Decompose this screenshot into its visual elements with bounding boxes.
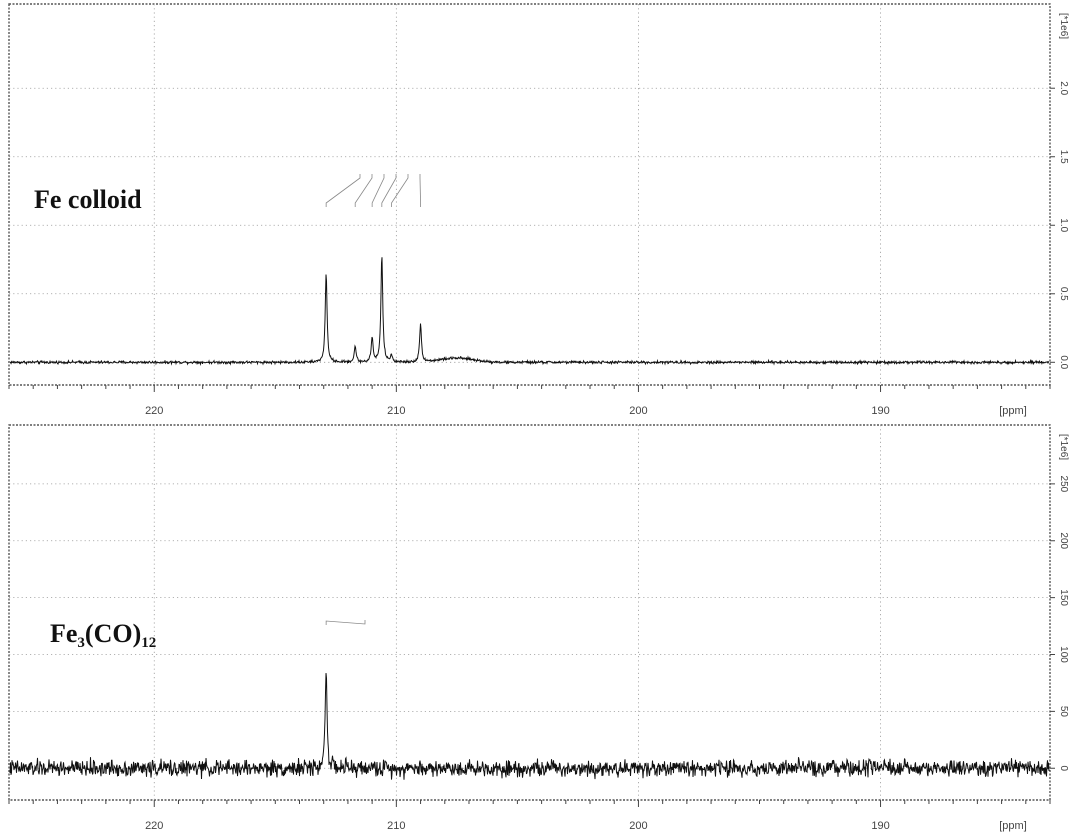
peak-leader-line	[420, 174, 421, 207]
y-tick-label: 0.0	[1058, 355, 1069, 369]
peak-leader-line	[326, 620, 365, 625]
x-tick-label: 220	[145, 405, 163, 417]
y-tick-label: 50	[1058, 706, 1069, 718]
spectrum-trace	[10, 673, 1049, 780]
x-axis-unit-label: [ppm]	[999, 405, 1027, 417]
x-tick-label: 190	[871, 820, 889, 832]
peak-leader-line	[326, 174, 360, 207]
x-axis-unit-label: [ppm]	[999, 820, 1027, 832]
sample-label: Fe colloid	[34, 185, 142, 214]
spectrum-panel-1: 220 210 200 190 [ppm] 0.0 0.5 1.0 1.5 2.0 [*1e6] Fe…	[9, 4, 1069, 417]
y-tick-label: 250	[1058, 476, 1069, 493]
x-tick-label: 210	[387, 405, 405, 417]
x-tick-label: 220	[145, 820, 163, 832]
peak-leader-line	[355, 174, 372, 207]
y-scale-label: [*1e6]	[1058, 13, 1069, 39]
plot-frame	[9, 4, 1050, 385]
y-tick-label: 2.0	[1058, 81, 1069, 95]
y-tick-label: 200	[1058, 532, 1069, 549]
y-tick-label: 1.5	[1058, 150, 1069, 164]
y-tick-label: 0.5	[1058, 287, 1069, 301]
plot-frame	[9, 425, 1050, 800]
x-tick-label: 210	[387, 820, 405, 832]
spectrum-panel-2: 220 210 200 190 [ppm] 0 50 100 150 200 250 [*1e6] Fe…	[9, 425, 1069, 832]
peak-leader-line	[392, 174, 408, 207]
x-tick-label: 200	[629, 405, 647, 417]
sample-label: Fe3(CO)12	[50, 619, 156, 651]
x-tick-label: 200	[629, 820, 647, 832]
y-tick-label: 150	[1058, 589, 1069, 606]
y-tick-label: 100	[1058, 646, 1069, 663]
x-tick-label: 190	[871, 405, 889, 417]
spectrum-trace	[10, 257, 1049, 364]
y-tick-label: 1.0	[1058, 218, 1069, 232]
y-tick-label: 0	[1058, 765, 1069, 771]
y-scale-label: [*1e6]	[1058, 434, 1069, 460]
